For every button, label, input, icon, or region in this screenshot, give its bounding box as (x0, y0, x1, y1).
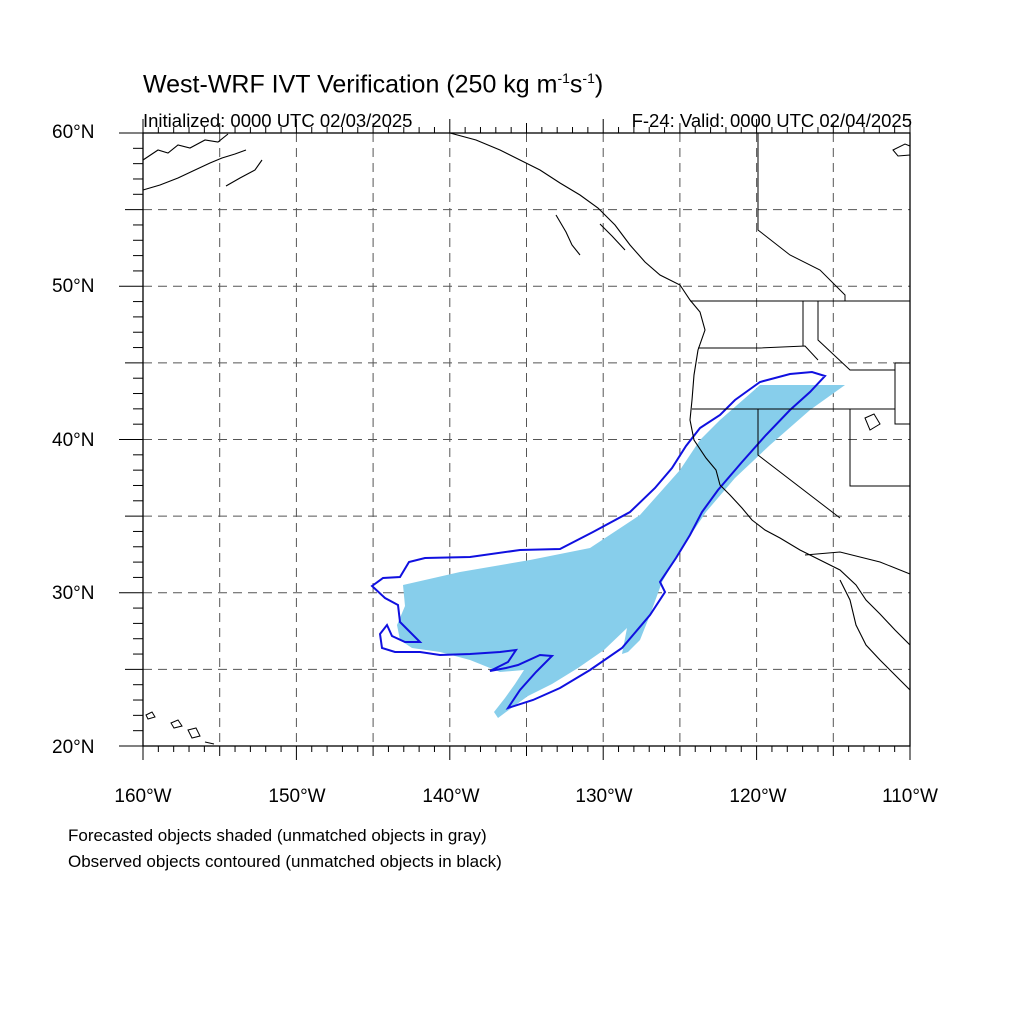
footnote-forecast: Forecasted objects shaded (unmatched obj… (68, 826, 487, 845)
lat-label-50n: 50°N (52, 276, 95, 297)
lat-label-30n: 30°N (52, 583, 95, 604)
lon-label-150w: 150°W (268, 786, 326, 807)
axis-ticks (119, 119, 911, 760)
map-title: West-WRF IVT Verification (250 kg m-1s-1… (143, 70, 604, 99)
lon-label-110w: 110°W (882, 786, 938, 807)
observed-object-contour (370, 370, 827, 710)
lon-label-130w: 130°W (575, 786, 633, 807)
lat-label-40n: 40°N (52, 430, 95, 451)
lon-label-120w: 120°W (729, 786, 787, 807)
forecast-object-shading (397, 385, 845, 718)
coastlines (142, 132, 911, 691)
political-borders (690, 133, 911, 575)
lat-label-60n: 60°N (52, 122, 95, 143)
lon-label-140w: 140°W (422, 786, 480, 807)
map-frame (142, 132, 911, 747)
valid-time-label: F-24: Valid: 0000 UTC 02/04/2025 (631, 110, 912, 131)
lat-label-20n: 20°N (52, 737, 95, 758)
lon-label-160w: 160°W (114, 786, 172, 807)
init-time-label: Initialized: 0000 UTC 02/03/2025 (143, 110, 413, 131)
footnote-observed: Observed objects contoured (unmatched ob… (68, 852, 502, 871)
